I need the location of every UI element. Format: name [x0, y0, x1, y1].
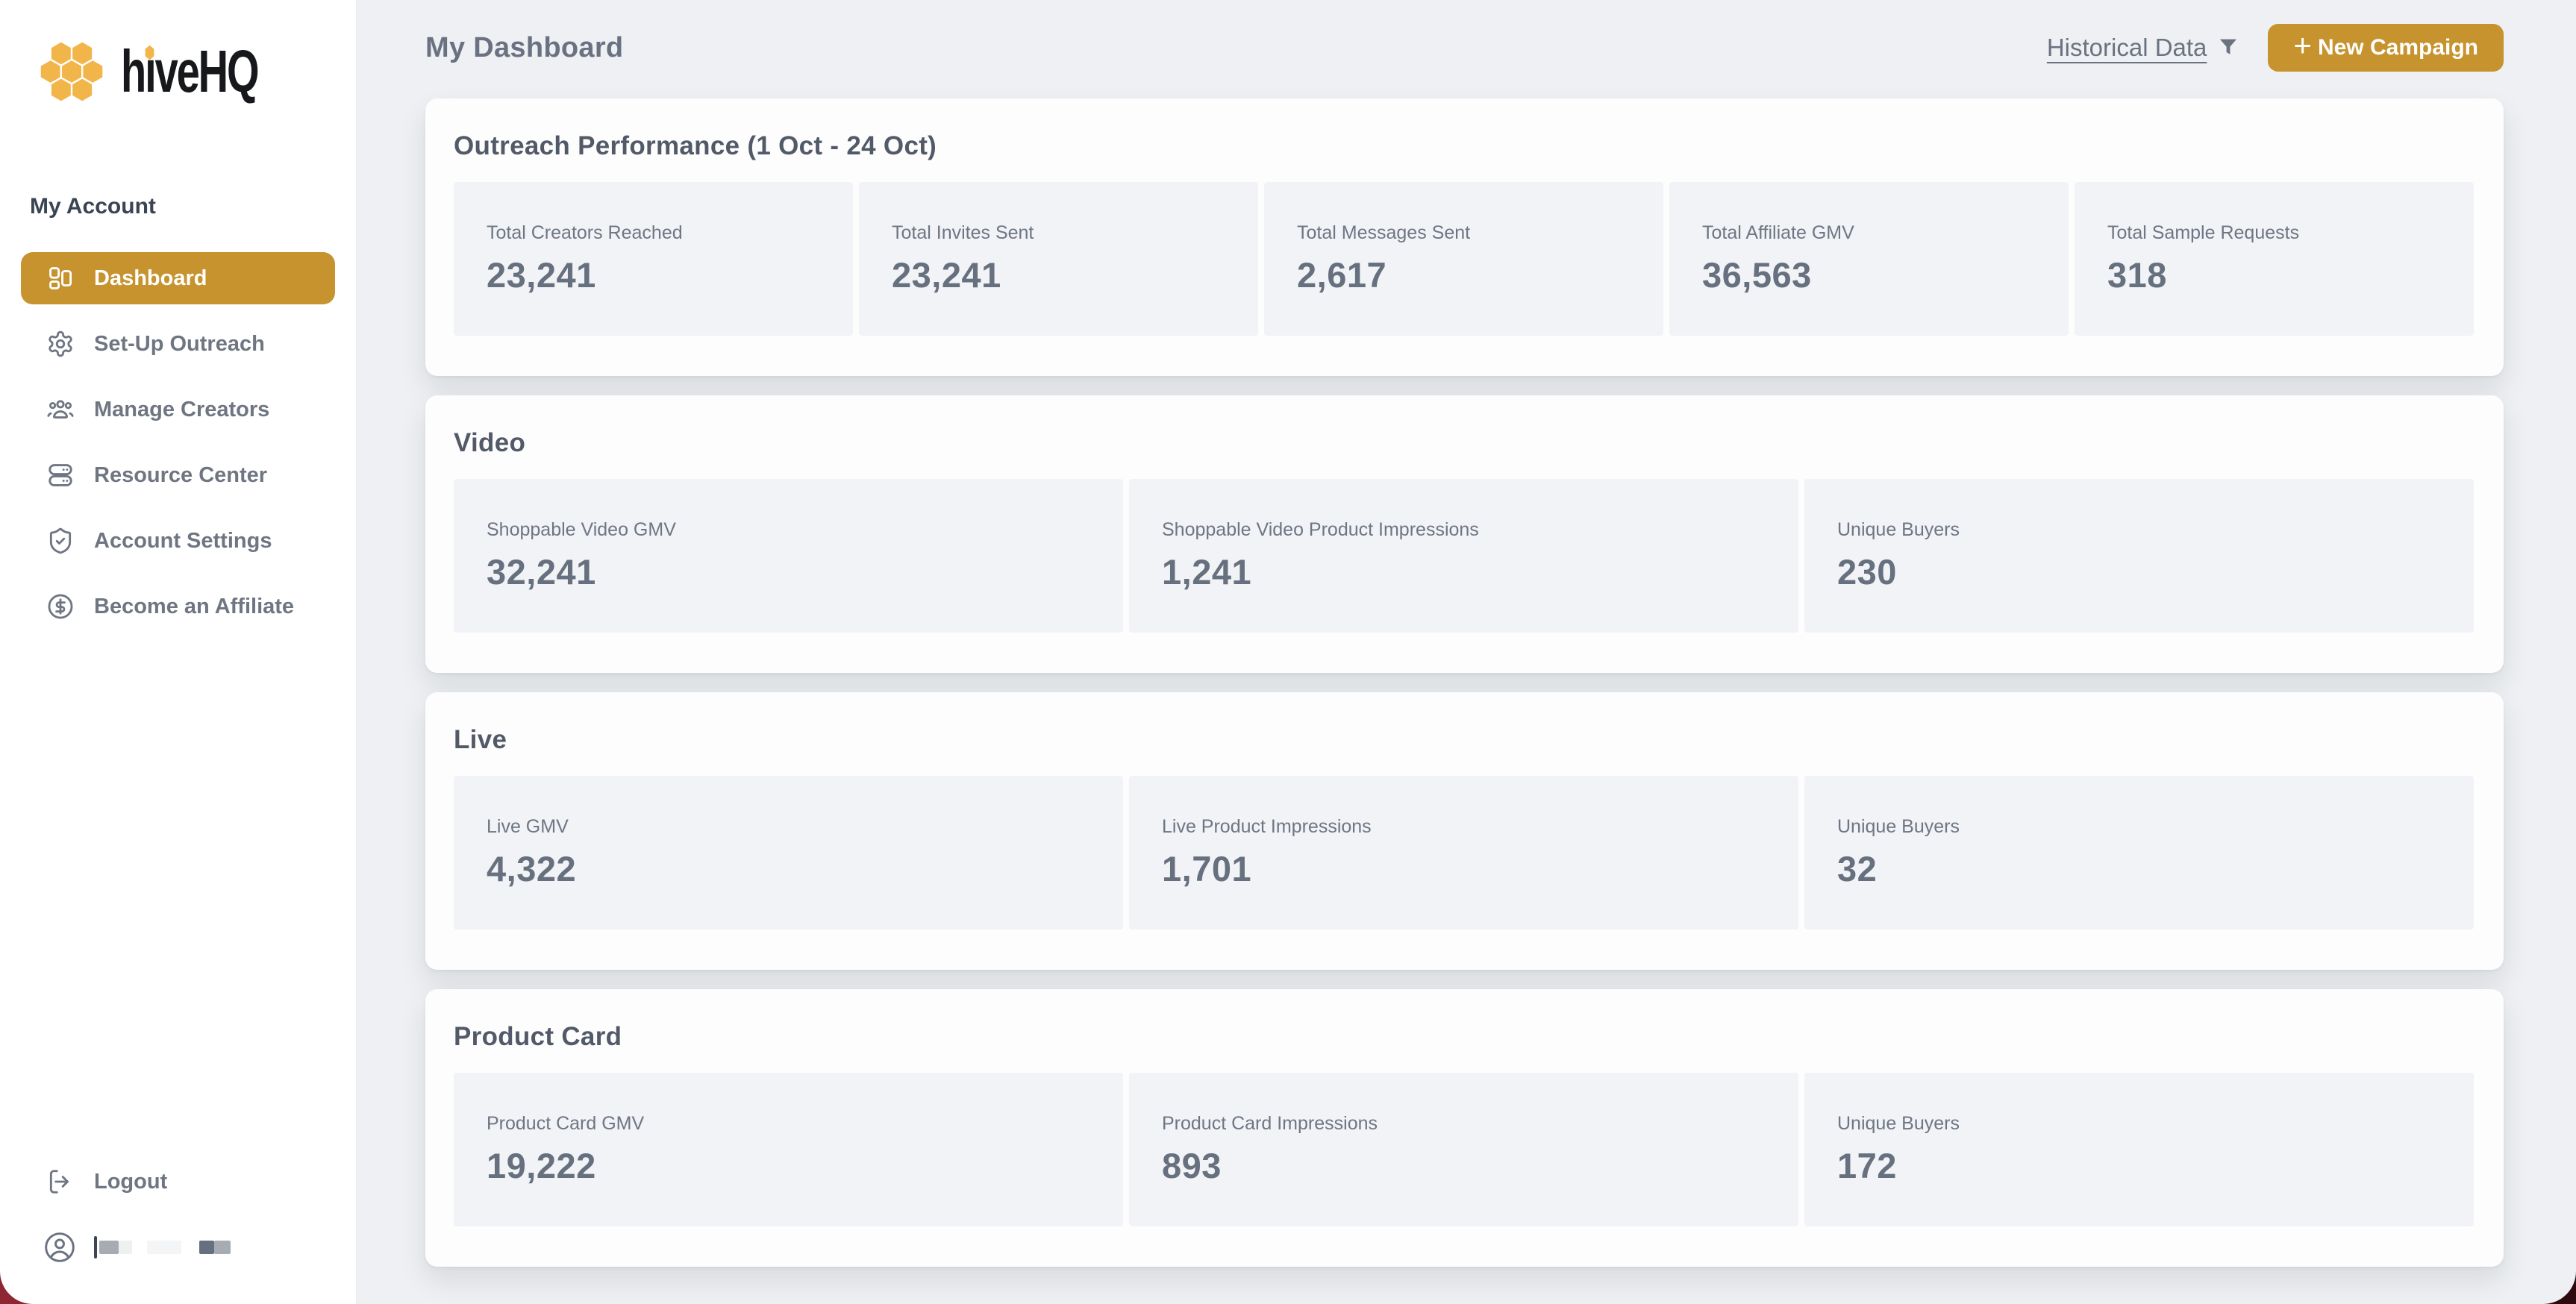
hex-i-dot-icon	[145, 45, 154, 60]
metric-label: Live GMV	[487, 816, 569, 837]
shield-check-icon	[49, 527, 72, 554]
metric-label: Product Card GMV	[487, 1113, 645, 1134]
metric-value: 1,701	[1162, 849, 1252, 888]
filter-funnel-icon[interactable]	[2216, 35, 2241, 60]
metric-label: Unique Buyers	[1837, 816, 1960, 837]
profile-row[interactable]	[21, 1231, 335, 1264]
metric-label: Total Invites Sent	[892, 222, 1034, 243]
metric-tile-total-messages-sent: Total Messages Sent 2,617	[1264, 182, 1663, 336]
metric-label: Shoppable Video GMV	[487, 519, 676, 540]
dashboard-icon	[49, 267, 72, 289]
metric-tile-product-card-gmv: Product Card GMV 19,222	[454, 1073, 1123, 1226]
metric-value: 893	[1162, 1146, 1222, 1185]
metric-tile-unique-buyers: Unique Buyers 230	[1804, 479, 2474, 633]
metric-cards: Outreach Performance (1 Oct - 24 Oct) Tot…	[425, 98, 2504, 1267]
metric-tile-product-card-impressions: Product Card Impressions 893	[1129, 1073, 1798, 1226]
sidebar-item-resource-center[interactable]: Resource Center	[21, 449, 335, 501]
metric-label: Total Affiliate GMV	[1702, 222, 1854, 243]
metric-value: 32	[1837, 849, 1878, 888]
sidebar-menu: Dashboard Set-Up Outreach Manage Creators R…	[21, 252, 335, 633]
metric-tile-shoppable-video-gmv: Shoppable Video GMV 32,241	[454, 479, 1123, 633]
metric-tile-unique-buyers: Unique Buyers 32	[1804, 776, 2474, 930]
metric-value: 230	[1837, 552, 1897, 592]
metric-tile-total-sample-requests: Total Sample Requests 318	[2075, 182, 2474, 336]
card-title: Live	[454, 725, 507, 754]
card-outreach-performance: Outreach Performance (1 Oct - 24 Oct) Tot…	[425, 98, 2504, 376]
sidebar-item-label: Account Settings	[94, 528, 272, 553]
user-circle-icon	[45, 1232, 75, 1262]
users-icon	[47, 400, 74, 419]
card-title: Product Card	[454, 1022, 622, 1051]
sidebar-section-label: My Account	[30, 194, 156, 219]
metric-value: 23,241	[892, 255, 1001, 295]
historical-data-label: Historical Data	[2046, 34, 2207, 61]
metric-label: Shoppable Video Product Impressions	[1162, 519, 1479, 540]
logout-icon	[49, 1170, 69, 1194]
metric-tile-total-invites-sent: Total Invites Sent 23,241	[859, 182, 1258, 336]
card-video: Video Shoppable Video GMV 32,241 Shoppable …	[425, 395, 2504, 673]
sidebar-item-set-up-outreach[interactable]: Set-Up Outreach	[21, 318, 335, 370]
sidebar-item-manage-creators[interactable]: Manage Creators	[21, 383, 335, 436]
metric-tile-total-affiliate-gmv: Total Affiliate GMV 36,563	[1669, 182, 2069, 336]
dollar-circle-icon	[48, 594, 73, 619]
card-title: Outreach Performance (1 Oct - 24 Oct)	[454, 131, 937, 160]
card-product-card: Product Card Product Card GMV 19,222 Produc…	[425, 989, 2504, 1267]
metric-value: 2,617	[1297, 255, 1387, 295]
sidebar-item-dashboard[interactable]: Dashboard	[21, 252, 335, 304]
metric-tiles-row: Shoppable Video GMV 32,241 Shoppable Video…	[454, 479, 2474, 633]
header-actions: Historical Data + New Campaign	[2047, 24, 2504, 72]
sidebar-item-become-an-affiliate[interactable]: Become an Affiliate	[21, 580, 335, 633]
metric-value: 1,241	[1162, 552, 1252, 592]
logo-wordmark: hı veHQ	[121, 38, 260, 104]
metric-label: Total Sample Requests	[2107, 222, 2300, 243]
metric-value: 36,563	[1702, 255, 1812, 295]
metric-value: 32,241	[487, 552, 596, 592]
sidebar-item-label: Manage Creators	[94, 397, 270, 421]
redacted-username	[94, 1236, 231, 1258]
metric-tiles-row: Total Creators Reached 23,241 Total Invite…	[454, 182, 2474, 336]
metric-value: 318	[2107, 255, 2167, 295]
logout-label: Logout	[94, 1169, 168, 1194]
sidebar-item-label: Set-Up Outreach	[94, 331, 265, 356]
logout-button[interactable]: Logout	[21, 1159, 335, 1204]
sidebar-item-label: Resource Center	[94, 463, 268, 487]
sidebar: hı veHQ My Account Dashboard Set-Up Outrea…	[0, 0, 357, 1304]
page-header: My Dashboard Historical Data + New Campa…	[425, 21, 2504, 75]
metric-label: Product Card Impressions	[1162, 1113, 1378, 1134]
sidebar-item-label: Become an Affiliate	[94, 594, 295, 618]
new-campaign-label: New Campaign	[2317, 35, 2478, 60]
metric-label: Total Creators Reached	[487, 222, 683, 243]
sidebar-item-label: Dashboard	[94, 266, 207, 290]
sidebar-bottom: Logout	[21, 1159, 335, 1304]
metric-tile-unique-buyers: Unique Buyers 172	[1804, 1073, 2474, 1226]
metric-tile-total-creators-reached: Total Creators Reached 23,241	[454, 182, 853, 336]
metric-label: Unique Buyers	[1837, 1113, 1960, 1134]
metric-value: 23,241	[487, 255, 596, 295]
metric-tile-shoppable-video-product-impressions: Shoppable Video Product Impressions 1,241	[1129, 479, 1798, 633]
metric-label: Total Messages Sent	[1297, 222, 1471, 243]
honeycomb-logo-icon	[40, 42, 103, 101]
card-live: Live Live GMV 4,322 Live Product Impression…	[425, 692, 2504, 970]
metric-label: Unique Buyers	[1837, 519, 1960, 540]
metric-tile-live-gmv: Live GMV 4,322	[454, 776, 1123, 930]
database-icon	[49, 464, 72, 486]
metric-value: 4,322	[487, 849, 577, 888]
page-title: My Dashboard	[425, 31, 624, 63]
new-campaign-button[interactable]: + New Campaign	[2268, 24, 2504, 72]
card-title: Video	[454, 428, 526, 457]
plus-icon: +	[2293, 28, 2312, 63]
metric-tiles-row: Live GMV 4,322 Live Product Impressions 1,7…	[454, 776, 2474, 930]
gear-icon	[49, 330, 72, 357]
metric-tile-live-product-impressions: Live Product Impressions 1,701	[1129, 776, 1798, 930]
historical-data-link[interactable]: Historical Data	[2047, 34, 2242, 62]
sidebar-item-account-settings[interactable]: Account Settings	[21, 515, 335, 567]
metric-tiles-row: Product Card GMV 19,222 Product Card Impre…	[454, 1073, 2474, 1226]
hivehq-logo: hı veHQ	[36, 34, 335, 109]
metric-value: 172	[1837, 1146, 1897, 1185]
main-content: My Dashboard Historical Data + New Campa…	[357, 0, 2576, 1304]
metric-label: Live Product Impressions	[1162, 816, 1372, 837]
metric-value: 19,222	[487, 1146, 596, 1185]
